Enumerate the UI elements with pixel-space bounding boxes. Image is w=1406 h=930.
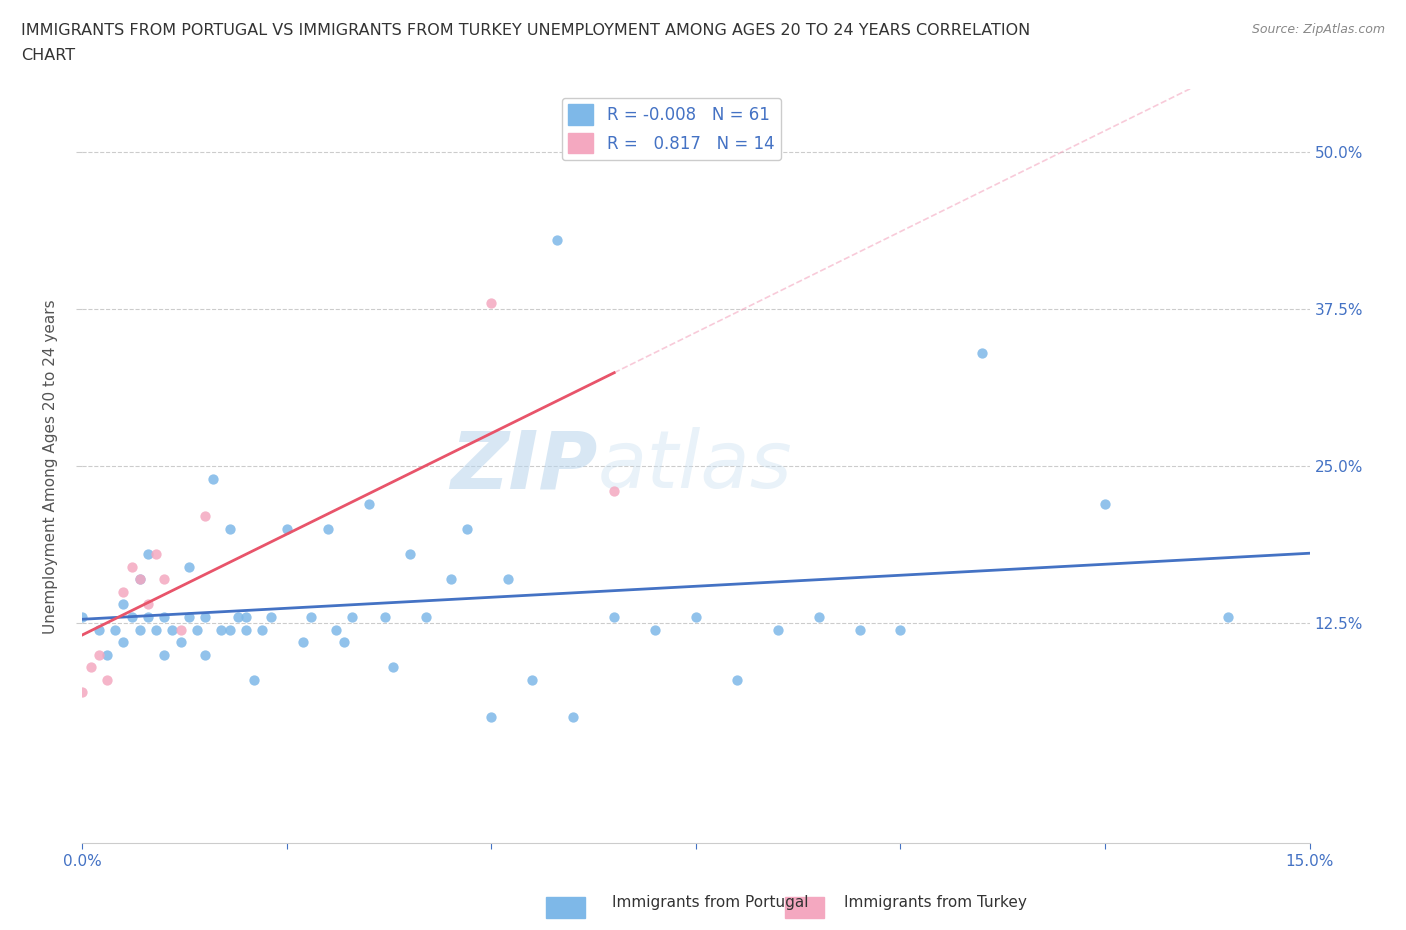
Point bbox=[848, 622, 870, 637]
Point bbox=[301, 609, 323, 624]
Point bbox=[439, 572, 461, 587]
Point bbox=[128, 622, 150, 637]
Point bbox=[169, 634, 191, 649]
Legend: R = -0.008   N = 61, R =   0.817   N = 14: R = -0.008 N = 61, R = 0.817 N = 14 bbox=[562, 98, 782, 160]
Point bbox=[259, 609, 281, 624]
Point bbox=[79, 659, 101, 674]
Point bbox=[235, 622, 257, 637]
Point bbox=[1216, 609, 1239, 624]
Point bbox=[87, 647, 110, 662]
Point bbox=[342, 609, 364, 624]
Point bbox=[972, 346, 994, 361]
Point bbox=[276, 522, 298, 537]
Point bbox=[766, 622, 789, 637]
Point bbox=[481, 710, 503, 724]
Point bbox=[153, 572, 176, 587]
Point bbox=[807, 609, 830, 624]
Text: CHART: CHART bbox=[21, 48, 75, 63]
Point bbox=[153, 647, 176, 662]
Point bbox=[112, 597, 135, 612]
Point bbox=[644, 622, 666, 637]
Point bbox=[226, 609, 249, 624]
Point bbox=[96, 672, 118, 687]
Point bbox=[128, 572, 150, 587]
Point bbox=[603, 609, 626, 624]
Point bbox=[145, 622, 167, 637]
Point bbox=[211, 622, 233, 637]
Point bbox=[121, 609, 143, 624]
Point bbox=[685, 609, 707, 624]
Point bbox=[112, 634, 135, 649]
Point bbox=[325, 622, 347, 637]
Point bbox=[562, 710, 585, 724]
Point bbox=[218, 622, 240, 637]
Y-axis label: Unemployment Among Ages 20 to 24 years: Unemployment Among Ages 20 to 24 years bbox=[44, 299, 58, 633]
Point bbox=[252, 622, 274, 637]
Text: atlas: atlas bbox=[598, 427, 793, 505]
Point bbox=[153, 609, 176, 624]
Point bbox=[128, 572, 150, 587]
Point bbox=[136, 597, 159, 612]
Point bbox=[104, 622, 127, 637]
Point bbox=[546, 232, 568, 247]
Point bbox=[725, 672, 748, 687]
Text: IMMIGRANTS FROM PORTUGAL VS IMMIGRANTS FROM TURKEY UNEMPLOYMENT AMONG AGES 20 TO: IMMIGRANTS FROM PORTUGAL VS IMMIGRANTS F… bbox=[21, 23, 1031, 38]
Point bbox=[194, 509, 217, 524]
Point bbox=[121, 559, 143, 574]
Point bbox=[162, 622, 184, 637]
Point bbox=[194, 609, 217, 624]
Point bbox=[136, 547, 159, 562]
Point bbox=[456, 522, 478, 537]
Text: Source: ZipAtlas.com: Source: ZipAtlas.com bbox=[1251, 23, 1385, 36]
Point bbox=[202, 472, 225, 486]
Point bbox=[481, 296, 503, 311]
Point bbox=[374, 609, 396, 624]
Point bbox=[235, 609, 257, 624]
Point bbox=[243, 672, 266, 687]
Point bbox=[112, 584, 135, 599]
Point bbox=[87, 622, 110, 637]
Point bbox=[218, 522, 240, 537]
Point bbox=[96, 647, 118, 662]
Text: ZIP: ZIP bbox=[450, 427, 598, 505]
Point bbox=[292, 634, 315, 649]
Point bbox=[333, 634, 356, 649]
Point bbox=[177, 559, 200, 574]
Point bbox=[496, 572, 519, 587]
Point bbox=[316, 522, 339, 537]
Text: Immigrants from Portugal: Immigrants from Portugal bbox=[612, 895, 808, 910]
Point bbox=[415, 609, 437, 624]
Text: Immigrants from Turkey: Immigrants from Turkey bbox=[844, 895, 1026, 910]
Point bbox=[522, 672, 544, 687]
Point bbox=[72, 609, 94, 624]
Point bbox=[357, 497, 380, 512]
Point bbox=[186, 622, 208, 637]
Point bbox=[398, 547, 420, 562]
Point bbox=[382, 659, 405, 674]
Point bbox=[72, 684, 94, 699]
Point bbox=[177, 609, 200, 624]
Point bbox=[194, 647, 217, 662]
Point bbox=[1094, 497, 1116, 512]
Point bbox=[889, 622, 911, 637]
Point bbox=[145, 547, 167, 562]
Point bbox=[169, 622, 191, 637]
Point bbox=[136, 609, 159, 624]
Point bbox=[603, 484, 626, 498]
